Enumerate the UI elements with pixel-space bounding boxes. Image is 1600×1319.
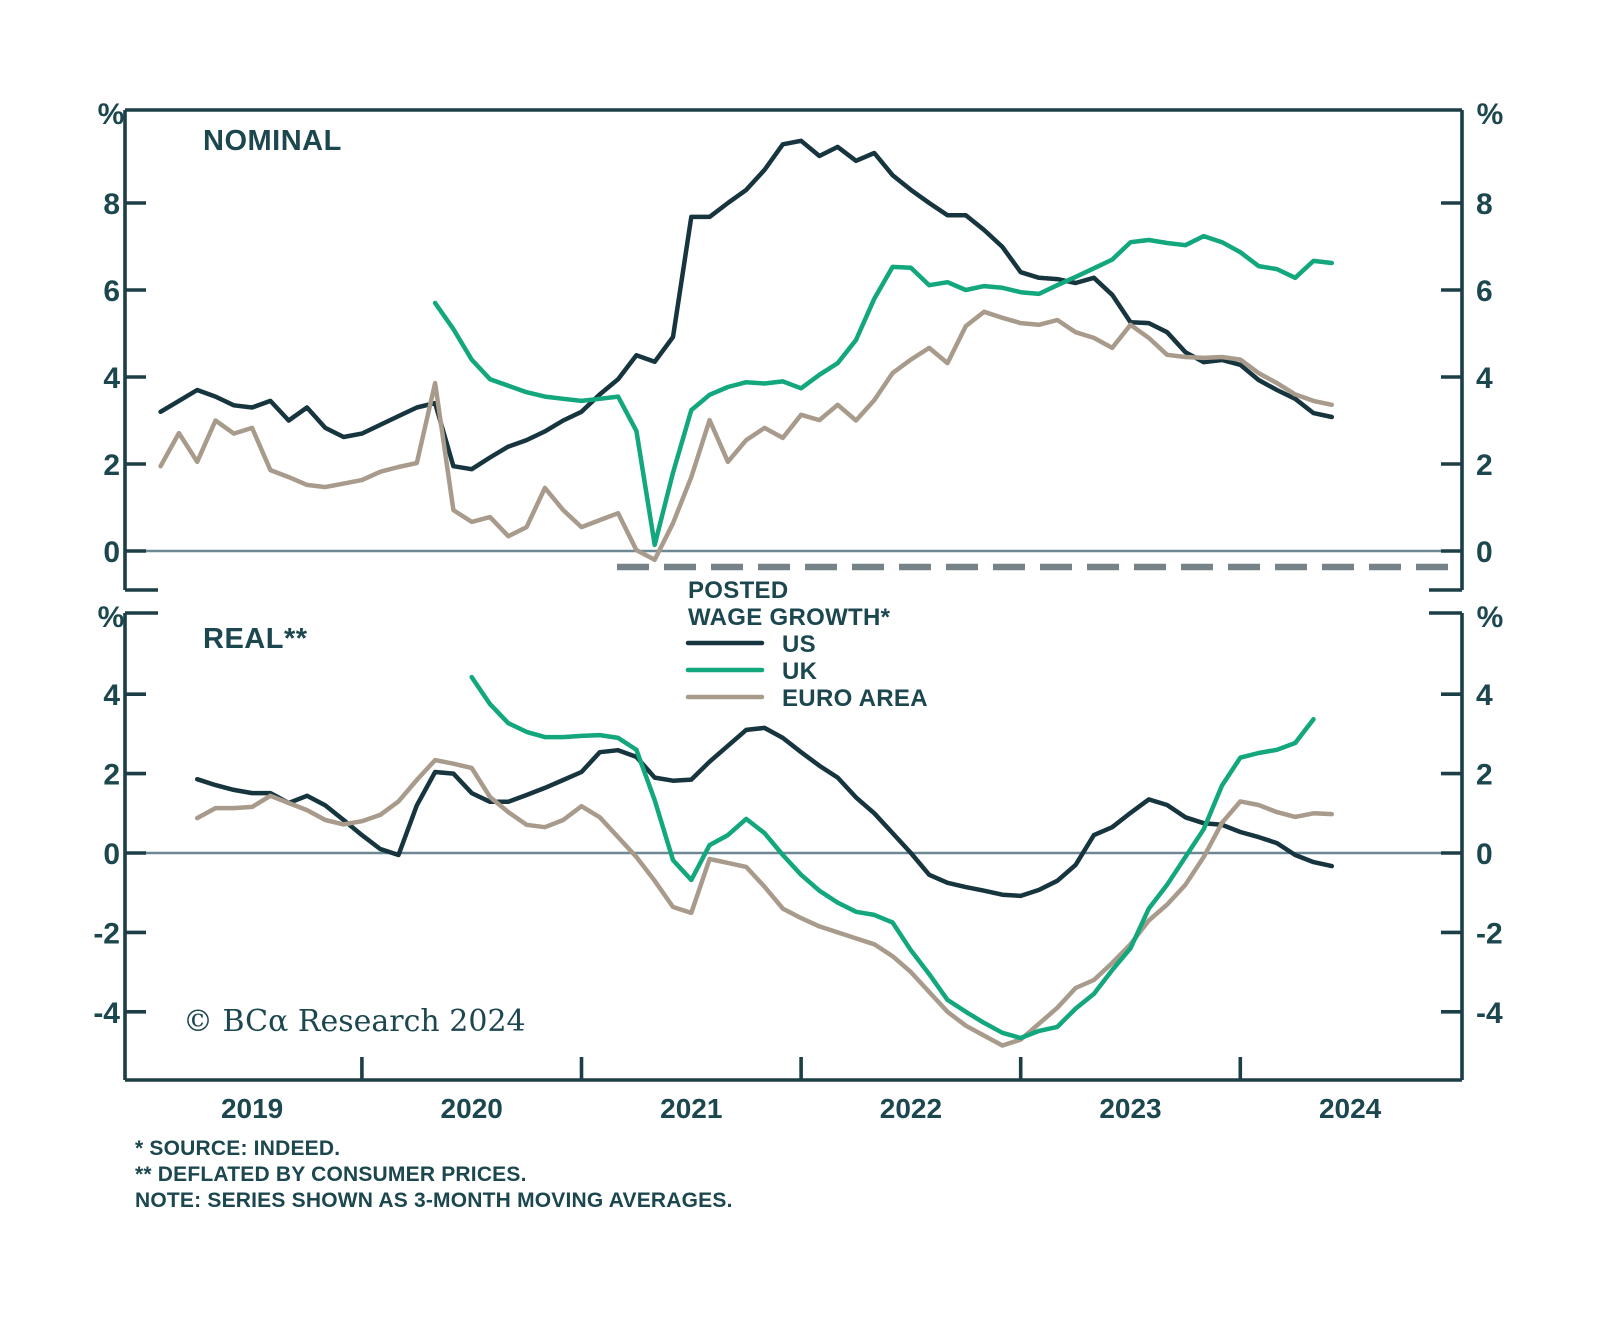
frame-left-top-panel bbox=[123, 110, 158, 592]
footnote-source: * SOURCE: INDEED. bbox=[135, 1137, 340, 1160]
series-real-euro-area bbox=[194, 757, 1335, 1048]
y-tick-label-right: 0 bbox=[1476, 838, 1493, 871]
x-year-label: 2023 bbox=[1099, 1093, 1161, 1124]
frame-right-bottom-panel bbox=[1429, 611, 1464, 1080]
unit-top-right: % bbox=[1477, 98, 1504, 131]
y-tick-label-right: -2 bbox=[1476, 917, 1503, 950]
series-nominal-us bbox=[158, 138, 1335, 472]
chart-frame bbox=[123, 108, 1464, 1082]
x-year-label: 2022 bbox=[880, 1093, 942, 1124]
y-tick-label-left: 0 bbox=[103, 536, 120, 569]
x-year-label: 2021 bbox=[660, 1093, 722, 1124]
y-tick-label-left: 4 bbox=[103, 679, 120, 712]
x-axis: 2019 2020 2021 2022 2023 2024 bbox=[221, 1057, 1382, 1124]
unit-top-left: % bbox=[98, 98, 125, 131]
y-tick-label-right: 8 bbox=[1476, 188, 1493, 221]
footnotes: * SOURCE: INDEED. ** DEFLATED BY CONSUME… bbox=[135, 1137, 733, 1212]
unit-bottom-right: % bbox=[1477, 601, 1504, 634]
x-year-label: 2024 bbox=[1319, 1093, 1382, 1124]
y-tick-label-right: 2 bbox=[1476, 759, 1493, 792]
x-year-label: 2020 bbox=[441, 1093, 503, 1124]
series-nominal-uk bbox=[432, 233, 1335, 548]
y-tick-label-right: 4 bbox=[1476, 362, 1493, 395]
y-tick-label-left: -2 bbox=[93, 917, 120, 950]
y-tick-label-left: 2 bbox=[103, 759, 120, 792]
panel-title-nominal: NOMINAL bbox=[203, 125, 342, 157]
y-tick-label-left: 2 bbox=[103, 449, 120, 482]
unit-bottom-left: % bbox=[98, 601, 125, 634]
footnote-deflated: ** DEFLATED BY CONSUMER PRICES. bbox=[135, 1163, 527, 1186]
y-tick-label-left: 8 bbox=[103, 188, 120, 221]
panel-title-real: REAL** bbox=[203, 623, 308, 655]
panel-nominal: 8 8 6 6 4 4 2 2 0 0 bbox=[103, 138, 1493, 569]
frame-left-bottom-panel bbox=[123, 611, 158, 1080]
legend-item-label: EURO AREA bbox=[782, 685, 928, 712]
series-real-us bbox=[194, 725, 1335, 899]
y-tick-label-left: 6 bbox=[103, 275, 120, 308]
legend-title-line2: WAGE GROWTH* bbox=[688, 604, 891, 631]
x-year-label: 2019 bbox=[221, 1093, 283, 1124]
series-nominal-euro-area bbox=[158, 309, 1335, 562]
y-tick-label-left: 0 bbox=[103, 838, 120, 871]
y-tick-label-right: 0 bbox=[1476, 536, 1493, 569]
y-tick-label-right: 6 bbox=[1476, 275, 1493, 308]
series-real-uk bbox=[469, 674, 1316, 1041]
legend-item-label: US bbox=[782, 631, 816, 658]
copyright-text: © BCα Research 2024 bbox=[183, 1004, 526, 1039]
legend-title-line1: POSTED bbox=[688, 577, 788, 604]
y-tick-label-right: 4 bbox=[1476, 679, 1493, 712]
y-tick-label-right: -4 bbox=[1476, 997, 1503, 1030]
y-tick-label-right: 2 bbox=[1476, 449, 1493, 482]
y-tick-label-left: 4 bbox=[103, 362, 120, 395]
legend-item-label: UK bbox=[782, 658, 818, 685]
footnote-note: NOTE: SERIES SHOWN AS 3-MONTH MOVING AVE… bbox=[135, 1189, 733, 1212]
panel-real: 4 4 2 2 0 0 -2 -2 -4 -4 bbox=[93, 674, 1503, 1048]
frame-right-top-panel bbox=[1429, 110, 1464, 592]
y-tick-label-left: -4 bbox=[93, 997, 120, 1030]
